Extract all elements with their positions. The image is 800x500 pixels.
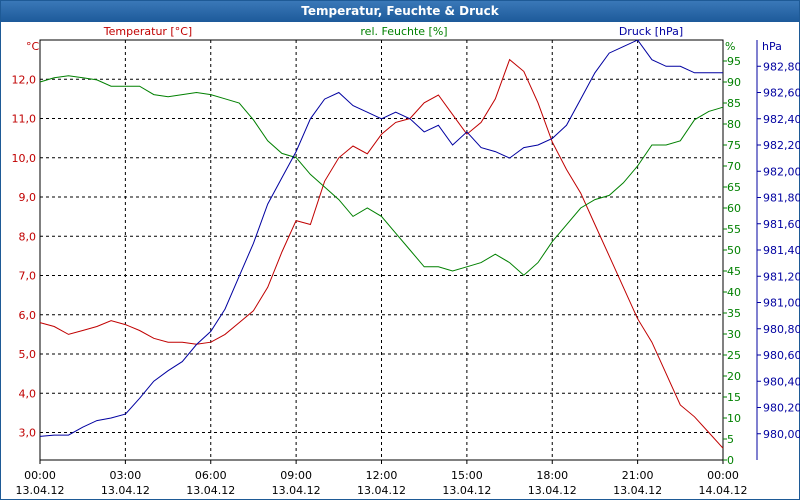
x-tick-date: 13.04.12 — [272, 484, 321, 497]
humidity-tick-label: 45 — [727, 265, 741, 278]
x-tick-date: 14.04.12 — [699, 484, 748, 497]
humidity-tick-label: 30 — [727, 328, 741, 341]
humidity-tick-label: 15 — [727, 391, 741, 404]
temperature-tick-label: 3,0 — [19, 427, 37, 440]
temperature-tick-label: 11,0 — [12, 113, 37, 126]
temperature-tick-label: 5,0 — [19, 348, 37, 361]
pressure-tick-label: 980,40 — [763, 375, 800, 388]
pressure-tick-label: 980,60 — [763, 349, 800, 362]
chart-title: Temperatur, Feuchte & Druck — [1, 1, 799, 22]
pressure-series-line — [39, 39, 723, 437]
humidity-tick-label: 65 — [727, 181, 741, 194]
pressure-unit: hPa — [762, 40, 782, 53]
pressure-axis-title: Druck [hPa] — [619, 25, 683, 38]
temperature-tick-label: 9,0 — [19, 191, 37, 204]
humidity-tick-label: 5 — [727, 433, 734, 446]
x-tick-label: 09:00 — [280, 469, 312, 482]
temperature-tick-label: 7,0 — [19, 270, 37, 283]
temperature-tick-label: 4,0 — [19, 387, 37, 400]
humidity-tick-label: 95 — [727, 55, 741, 68]
humidity-tick-label: 35 — [727, 307, 741, 320]
x-tick-label: 21:00 — [622, 469, 654, 482]
temperature-tick-label: 6,0 — [19, 309, 37, 322]
temperature-tick-label: 12,0 — [12, 73, 37, 86]
x-tick-date: 13.04.12 — [101, 484, 150, 497]
x-tick-label: 00:00 — [24, 469, 56, 482]
humidity-tick-label: 55 — [727, 223, 741, 236]
humidity-tick-label: 40 — [727, 286, 741, 299]
humidity-tick-label: 80 — [727, 118, 741, 131]
pressure-tick-label: 982,40 — [763, 113, 800, 126]
humidity-series-line — [39, 75, 724, 276]
x-tick-date: 13.04.12 — [357, 484, 406, 497]
pressure-tick-label: 981,20 — [763, 270, 800, 283]
temperature-tick-label: 8,0 — [19, 230, 37, 243]
x-tick-label: 03:00 — [110, 469, 142, 482]
humidity-tick-label: 85 — [727, 97, 741, 110]
humidity-tick-label: 10 — [727, 412, 741, 425]
pressure-tick-label: 980,80 — [763, 323, 800, 336]
x-tick-date: 13.04.12 — [613, 484, 662, 497]
x-tick-date: 13.04.12 — [442, 484, 491, 497]
humidity-tick-label: 90 — [727, 76, 741, 89]
temperature-axis-title: Temperatur [°C] — [103, 25, 192, 38]
pressure-tick-label: 981,40 — [763, 244, 800, 257]
pressure-tick-label: 982,20 — [763, 139, 800, 152]
humidity-tick-label: 70 — [727, 160, 741, 173]
humidity-axis-title: rel. Feuchte [%] — [360, 25, 447, 38]
x-tick-label: 18:00 — [536, 469, 568, 482]
pressure-tick-label: 982,80 — [763, 60, 800, 73]
pressure-tick-label: 981,60 — [763, 218, 800, 231]
humidity-unit: % — [725, 40, 735, 53]
x-tick-label: 12:00 — [366, 469, 398, 482]
humidity-tick-label: 0 — [727, 454, 734, 467]
pressure-tick-label: 982,60 — [763, 87, 800, 100]
humidity-tick-label: 75 — [727, 139, 741, 152]
pressure-tick-label: 980,20 — [763, 402, 800, 415]
x-tick-date: 13.04.12 — [186, 484, 235, 497]
x-tick-label: 00:00 — [707, 469, 739, 482]
x-tick-date: 13.04.12 — [16, 484, 65, 497]
pressure-tick-label: 981,80 — [763, 192, 800, 205]
temperature-unit: °C — [26, 40, 40, 53]
humidity-tick-label: 20 — [727, 370, 741, 383]
pressure-tick-label: 981,00 — [763, 297, 800, 310]
temperature-tick-label: 10,0 — [12, 152, 37, 165]
x-tick-label: 15:00 — [451, 469, 483, 482]
humidity-tick-label: 25 — [727, 349, 741, 362]
humidity-tick-label: 50 — [727, 244, 741, 257]
pressure-tick-label: 980,00 — [763, 428, 800, 441]
x-tick-date: 13.04.12 — [528, 484, 577, 497]
x-tick-label: 06:00 — [195, 469, 227, 482]
pressure-tick-label: 982,00 — [763, 165, 800, 178]
humidity-tick-label: 60 — [727, 202, 741, 215]
temperature-series-line — [39, 58, 724, 449]
